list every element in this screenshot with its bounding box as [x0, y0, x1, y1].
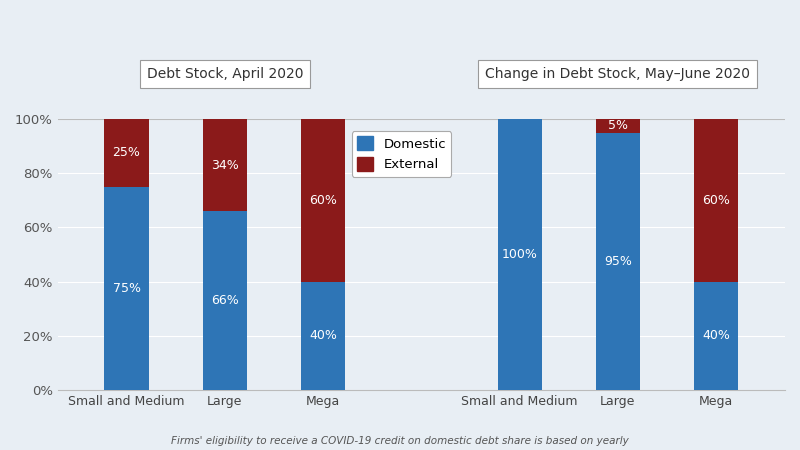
Text: 75%: 75% — [113, 282, 141, 295]
Legend: Domestic, External: Domestic, External — [352, 131, 451, 176]
Bar — [694, 282, 738, 390]
Bar — [694, 119, 738, 282]
Bar — [301, 119, 346, 282]
Bar — [202, 211, 247, 390]
Text: 34%: 34% — [211, 158, 238, 171]
Text: 5%: 5% — [608, 119, 628, 132]
Text: 40%: 40% — [702, 329, 730, 342]
Text: Firms' eligibility to receive a COVID-19 credit on domestic debt share is based : Firms' eligibility to receive a COVID-19… — [171, 436, 629, 446]
Text: 60%: 60% — [309, 194, 337, 207]
Text: 100%: 100% — [502, 248, 538, 261]
Text: 95%: 95% — [604, 255, 632, 268]
Bar — [596, 133, 640, 390]
Text: Change in Debt Stock, May–June 2020: Change in Debt Stock, May–June 2020 — [486, 67, 750, 81]
Bar — [596, 119, 640, 133]
Bar — [105, 187, 149, 390]
Text: 66%: 66% — [211, 294, 238, 307]
Text: Debt Stock, April 2020: Debt Stock, April 2020 — [146, 67, 303, 81]
Text: 25%: 25% — [113, 146, 141, 159]
Bar — [301, 282, 346, 390]
Text: 60%: 60% — [702, 194, 730, 207]
Bar — [498, 119, 542, 390]
Bar — [105, 119, 149, 187]
Text: 40%: 40% — [309, 329, 337, 342]
Bar — [202, 119, 247, 211]
